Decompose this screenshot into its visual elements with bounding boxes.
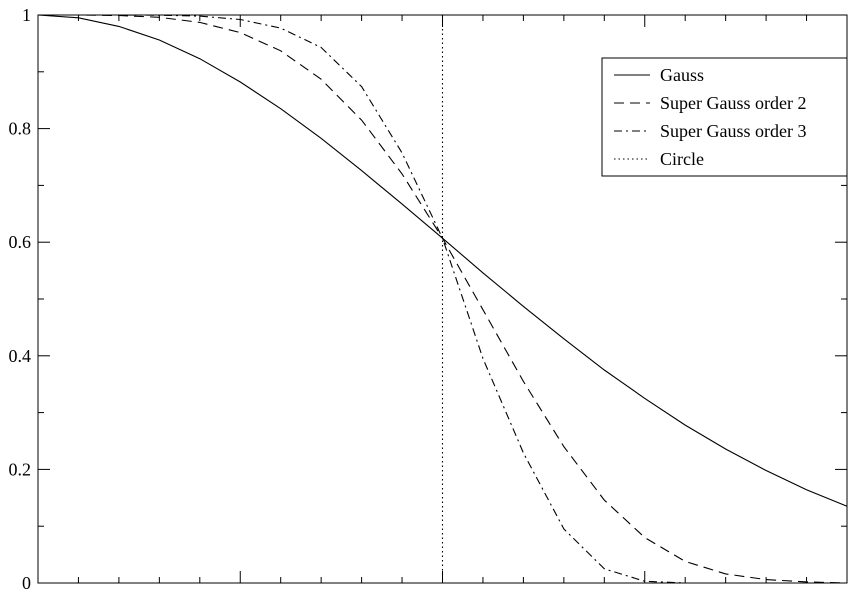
ticks [37, 14, 848, 584]
y-tick-labels: 0 0.2 0.4 0.6 0.8 1 [9, 5, 32, 593]
series-line-4 [38, 14, 444, 583]
legend-label-3: Super Gauss order 3 [660, 121, 806, 141]
y-tick-label: 0.6 [9, 232, 32, 252]
y-tick-label: 0 [22, 573, 31, 593]
y-tick-label: 0.2 [9, 459, 32, 479]
series-lines [37, 14, 848, 584]
legend-box [601, 57, 848, 177]
y-tick-label: 0.8 [9, 119, 32, 139]
legend-label-1: Gauss [660, 65, 704, 85]
y-tick-label: 1 [22, 5, 31, 25]
legend-label-4: Circle [660, 149, 704, 169]
legend: Gauss Super Gauss order 2 Super Gauss orde… [601, 57, 848, 177]
legend-label-2: Super Gauss order 2 [660, 93, 806, 113]
y-tick-label: 0.4 [9, 346, 32, 366]
series-line-3 [38, 14, 847, 584]
